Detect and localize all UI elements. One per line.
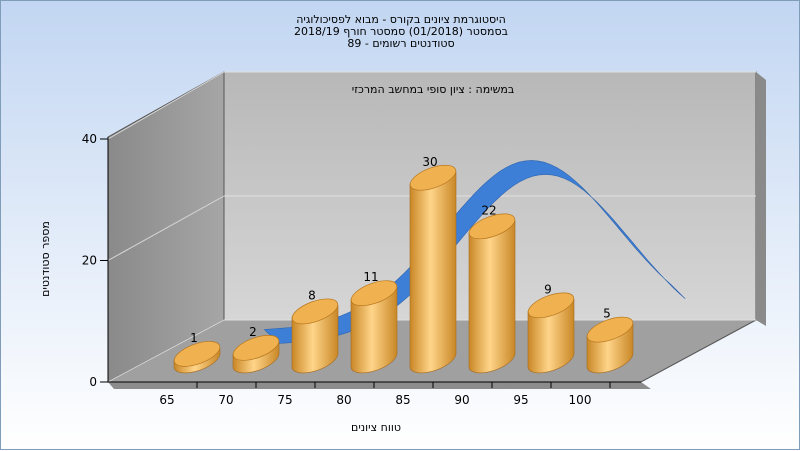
x-tick-label: 85 xyxy=(395,393,410,407)
x-axis-label: טווח ציונים xyxy=(351,421,401,434)
bar xyxy=(586,316,634,374)
y-tick-label: 0 xyxy=(89,375,97,389)
x-tick-label: 90 xyxy=(454,393,469,407)
chart-title-line-2: בסמסטר (01/2018) סמסטר חורף 2018/19 xyxy=(294,25,508,38)
y-tick-label: 20 xyxy=(82,254,97,268)
bar xyxy=(409,164,457,374)
bar-value-label: 1 xyxy=(190,331,198,345)
x-tick-label: 75 xyxy=(277,393,292,407)
y-axis-label: מספר סטודנטים xyxy=(39,221,52,297)
bar-value-label: 2 xyxy=(249,325,257,339)
bar-value-label: 22 xyxy=(481,203,496,217)
bar xyxy=(291,298,339,374)
gridline-left xyxy=(107,71,225,140)
bar xyxy=(527,292,575,374)
bar xyxy=(232,335,280,374)
x-axis: 65 70 75 80 85 90 95 100 xyxy=(108,381,641,407)
bar-value-label: 9 xyxy=(544,282,552,296)
gridline-left xyxy=(107,195,225,261)
x-tick-label: 95 xyxy=(513,393,528,407)
bar-value-label: 8 xyxy=(308,288,316,302)
bar xyxy=(350,280,398,374)
x-tick-label: 100 xyxy=(569,393,592,407)
y-tick-label: 40 xyxy=(82,132,97,146)
bar-value-label: 30 xyxy=(422,155,437,169)
x-tick-label: 80 xyxy=(336,393,351,407)
y-axis: 0 20 40 xyxy=(82,132,109,389)
right-wall-side xyxy=(756,72,766,326)
bar-value-label: 5 xyxy=(603,307,611,321)
floor-front xyxy=(108,382,651,389)
bar-value-label: 11 xyxy=(363,270,378,284)
bars: 1 2 8 11 30 22 9 5 xyxy=(173,155,634,374)
x-tick-label: 70 xyxy=(218,393,233,407)
x-tick-label: 65 xyxy=(159,393,174,407)
bar xyxy=(173,341,221,374)
gridline-left xyxy=(107,319,225,383)
chart-title-line-3: סטודנטים רשומים - 89 xyxy=(347,37,455,50)
bar xyxy=(468,213,516,374)
chart-title-line-1: היסטוגרמת ציונים בקורס - מבוא לפסיכולוגי… xyxy=(296,13,506,26)
chart-annotation: במשימה : ציון סופי במחשב המרכזי xyxy=(352,83,515,96)
